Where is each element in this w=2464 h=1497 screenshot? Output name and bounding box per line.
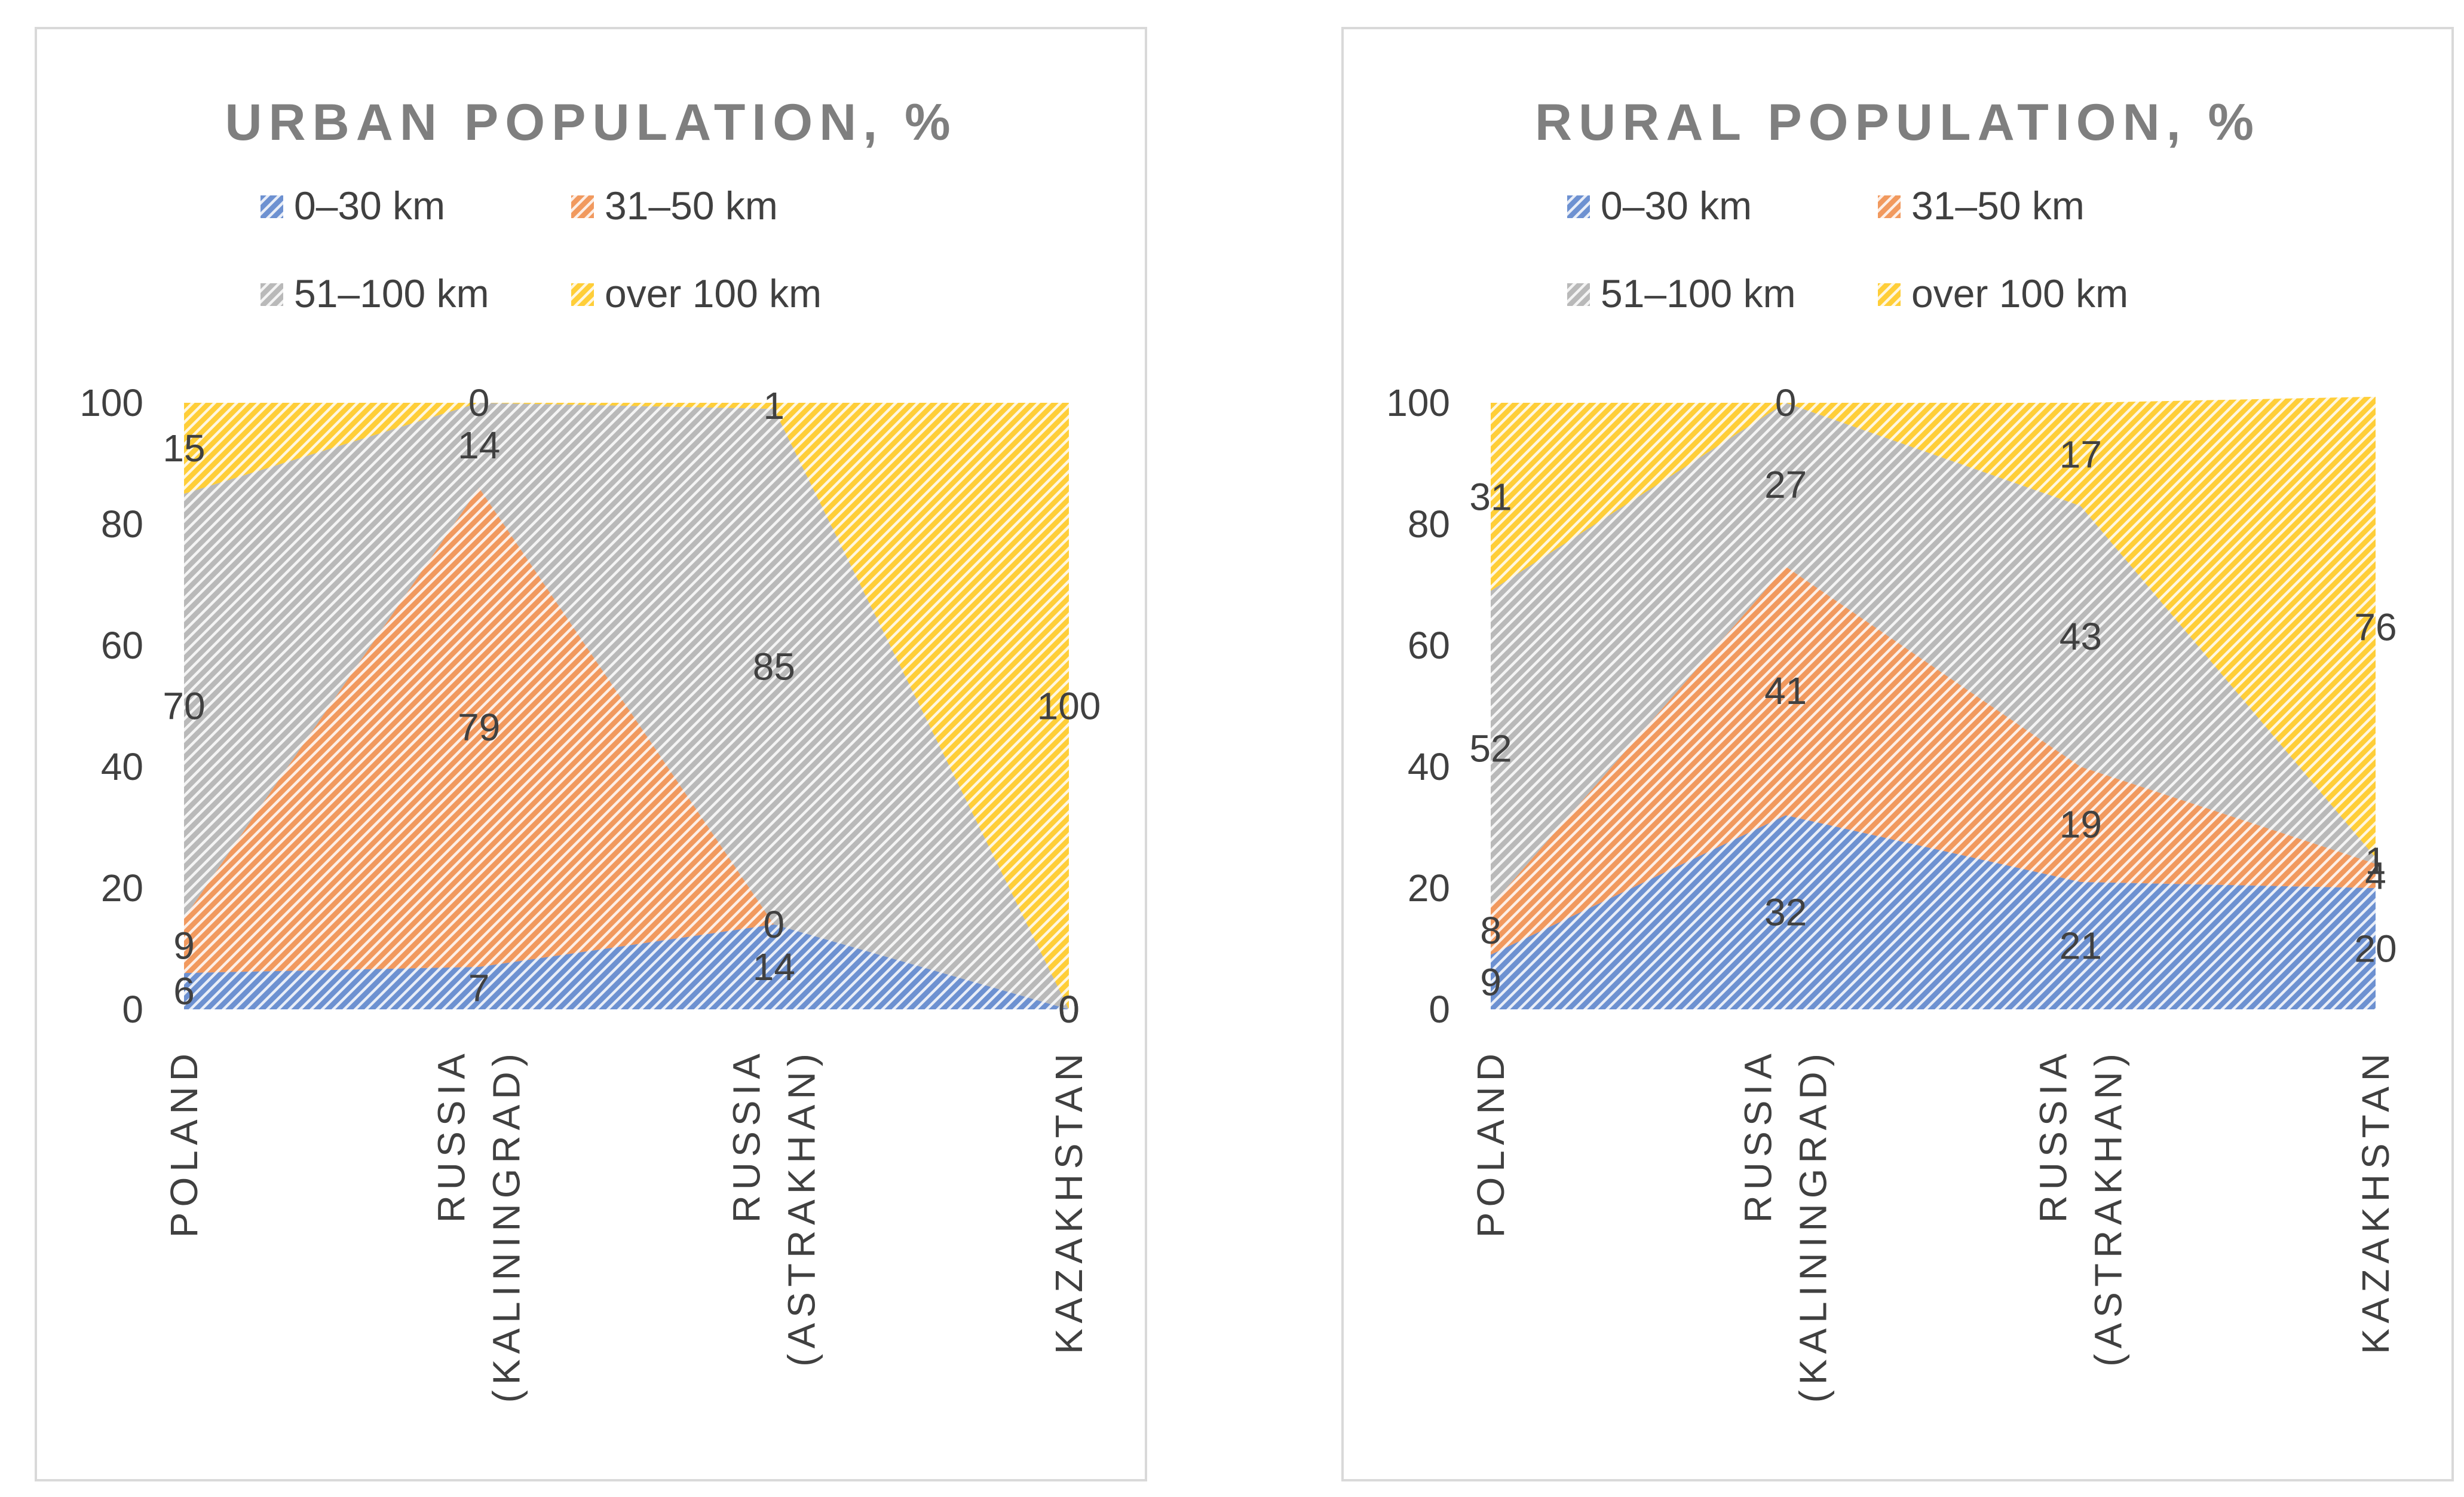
x-category-label: KAZAKHSTAN bbox=[1047, 1048, 1090, 1354]
area-51-100-km bbox=[184, 403, 1069, 1009]
y-tick-label: 40 bbox=[1408, 745, 1450, 788]
legend-swatch-51-100-km bbox=[261, 283, 283, 306]
data-label-51-100-km: 43 bbox=[2060, 615, 2102, 658]
legend-label-31-50-km: 31–50 km bbox=[605, 183, 778, 228]
chart-title: RURAL POPULATION, % bbox=[1535, 94, 2260, 151]
data-label-over-100-km: 0 bbox=[468, 381, 490, 424]
x-category-label: RUSSIA (KALININGRAD) bbox=[430, 1048, 528, 1403]
legend-swatch-0-30-km bbox=[1567, 195, 1590, 218]
y-tick-label: 60 bbox=[101, 624, 143, 667]
data-label-0-30-km: 6 bbox=[173, 970, 195, 1013]
area-over-100-km bbox=[1491, 396, 2376, 858]
area-0-30-km bbox=[184, 924, 1069, 1009]
legend-label-51-100-km: 51–100 km bbox=[294, 271, 489, 316]
data-label-51-100-km: 85 bbox=[753, 645, 795, 688]
legend-label-0-30-km: 0–30 km bbox=[294, 183, 445, 228]
legend-swatch-31-50-km bbox=[1878, 195, 1901, 218]
legend-label-0-30-km: 0–30 km bbox=[1601, 183, 1752, 228]
data-label-0-30-km: 20 bbox=[2354, 927, 2396, 971]
chart-title: URBAN POPULATION, % bbox=[225, 94, 957, 151]
data-label-0-30-km: 21 bbox=[2060, 924, 2102, 967]
legend-swatch-51-100-km bbox=[1567, 283, 1590, 306]
legend-swatch-31-50-km bbox=[571, 195, 594, 218]
rural-chart-svg: RURAL POPULATION, % 0–30 km 31–50 km 51–100… bbox=[1386, 94, 2397, 1403]
legend-swatch-over-100-km bbox=[571, 283, 594, 306]
y-tick-label: 80 bbox=[1408, 503, 1450, 546]
x-category-label: RUSSIA (ASTRAKHAN) bbox=[725, 1048, 823, 1367]
data-label-51-100-km: 70 bbox=[163, 685, 205, 728]
urban-chart-svg: URBAN POPULATION, % 0–30 km 31–50 km 51–100… bbox=[79, 94, 1101, 1403]
data-label-51-100-km: 27 bbox=[1764, 463, 1807, 506]
y-tick-label: 20 bbox=[101, 867, 143, 910]
data-label-31-50-km: 8 bbox=[1480, 909, 1501, 952]
y-tick-label: 0 bbox=[1429, 988, 1450, 1031]
area-31-50-km bbox=[184, 488, 1069, 1009]
data-label-over-100-km: 17 bbox=[2060, 433, 2102, 476]
data-label-0-30-km: 32 bbox=[1764, 891, 1807, 934]
data-label-over-100-km: 100 bbox=[1037, 685, 1101, 728]
y-tick-label: 20 bbox=[1408, 867, 1450, 910]
data-label-31-50-km: 4 bbox=[2365, 855, 2386, 898]
legend-label-over-100-km: over 100 km bbox=[1911, 271, 2128, 316]
legend-swatch-0-30-km bbox=[261, 195, 283, 218]
y-tick-label: 100 bbox=[1386, 381, 1450, 424]
x-category-label: RUSSIA (ASTRAKHAN) bbox=[2031, 1048, 2129, 1367]
area-0-30-km bbox=[1491, 815, 2376, 1009]
rural-population-chart: RURAL POPULATION, % 0–30 km 31–50 km 51–100… bbox=[1341, 27, 2454, 1481]
x-category-label: POLAND bbox=[163, 1048, 206, 1238]
data-label-51-100-km: 52 bbox=[1469, 727, 1512, 770]
legend-label-31-50-km: 31–50 km bbox=[1911, 183, 2085, 228]
data-label-31-50-km: 79 bbox=[458, 706, 500, 749]
data-label-31-50-km: 9 bbox=[173, 924, 195, 967]
y-tick-label: 40 bbox=[101, 745, 143, 788]
data-label-51-100-km: 1 bbox=[2365, 839, 2386, 882]
x-category-label: POLAND bbox=[1469, 1048, 1512, 1238]
area-31-50-km bbox=[1491, 567, 2376, 955]
y-tick-label: 60 bbox=[1408, 624, 1450, 667]
data-label-over-100-km: 76 bbox=[2354, 606, 2396, 649]
y-tick-label: 100 bbox=[79, 381, 143, 424]
area-over-100-km bbox=[184, 403, 1069, 1009]
data-label-31-50-km: 0 bbox=[764, 903, 785, 946]
data-label-0-30-km: 7 bbox=[468, 966, 490, 1009]
data-label-31-50-km: 41 bbox=[1764, 669, 1807, 712]
x-category-label: KAZAKHSTAN bbox=[2354, 1048, 2397, 1354]
data-label-over-100-km: 0 bbox=[1775, 381, 1797, 424]
legend-label-over-100-km: over 100 km bbox=[605, 271, 822, 316]
legend-label-51-100-km: 51–100 km bbox=[1601, 271, 1796, 316]
data-label-31-50-km: 0 bbox=[1058, 988, 1080, 1031]
data-label-0-30-km: 14 bbox=[753, 945, 795, 988]
data-label-over-100-km: 15 bbox=[163, 427, 205, 470]
data-label-51-100-km: 0 bbox=[1058, 988, 1080, 1031]
legend-swatch-over-100-km bbox=[1878, 283, 1901, 306]
data-label-over-100-km: 1 bbox=[764, 384, 785, 427]
y-tick-label: 0 bbox=[122, 988, 143, 1031]
data-label-51-100-km: 14 bbox=[458, 424, 500, 467]
data-label-31-50-km: 19 bbox=[2060, 803, 2102, 846]
data-label-0-30-km: 9 bbox=[1480, 960, 1501, 1003]
urban-population-chart: URBAN POPULATION, % 0–30 km 31–50 km 51–100… bbox=[35, 27, 1147, 1481]
x-category-label: RUSSIA (KALININGRAD) bbox=[1737, 1048, 1835, 1403]
data-label-over-100-km: 31 bbox=[1469, 475, 1512, 518]
data-label-0-30-km: 0 bbox=[1058, 988, 1080, 1031]
y-tick-label: 80 bbox=[101, 503, 143, 546]
area-51-100-km bbox=[1491, 403, 2376, 907]
